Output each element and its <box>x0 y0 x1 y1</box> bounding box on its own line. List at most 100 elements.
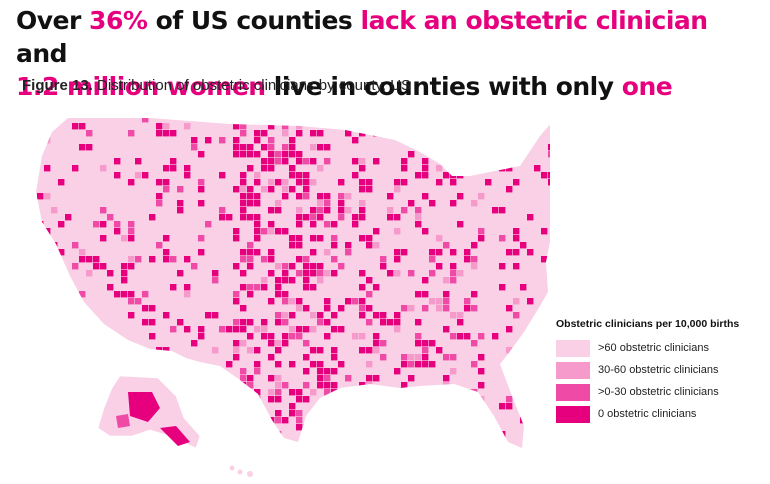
county-cell <box>240 123 247 130</box>
county-cell <box>163 179 170 186</box>
county-cell <box>380 452 386 458</box>
county-cell <box>534 326 541 333</box>
county-cell <box>401 396 408 403</box>
county-cell <box>282 118 289 123</box>
county-cell <box>233 445 240 448</box>
county-cell <box>36 368 37 375</box>
county-cell <box>163 256 170 263</box>
county-cell <box>65 312 72 319</box>
county-cell <box>366 305 373 312</box>
county-cell <box>541 368 548 375</box>
county-cell <box>198 235 205 242</box>
county-cell <box>317 431 324 438</box>
legend-title: Obstetric clinicians per 10,000 births <box>556 318 740 330</box>
county-cell <box>324 118 331 123</box>
county-cell <box>296 305 303 312</box>
county-cell <box>401 382 408 389</box>
county-cell <box>436 389 443 396</box>
county-cell <box>289 144 296 151</box>
county-cell <box>268 452 274 458</box>
county-cell <box>254 130 261 137</box>
county-cell <box>121 347 128 354</box>
county-cell <box>275 396 282 403</box>
county-cell <box>226 424 233 431</box>
county-cell <box>240 389 247 396</box>
county-cell <box>499 431 506 438</box>
legend-swatch <box>556 339 590 357</box>
county-cell <box>261 228 268 235</box>
county-cell <box>506 396 513 403</box>
county-cell <box>184 284 191 291</box>
county-cell <box>373 158 380 165</box>
county-cell <box>37 144 44 151</box>
county-cell <box>366 375 373 382</box>
county-cell <box>324 375 331 382</box>
county-cell <box>128 312 135 319</box>
county-cell <box>415 403 422 410</box>
county-cell <box>128 263 135 270</box>
county-cell <box>478 235 485 242</box>
county-cell <box>422 340 429 347</box>
county-cell <box>233 151 240 158</box>
county-cell <box>443 382 450 389</box>
county-cell <box>100 221 107 228</box>
county-cell <box>44 235 51 242</box>
county-cell <box>93 368 100 375</box>
county-cell <box>478 438 485 445</box>
county-cell <box>499 403 506 410</box>
county-cell <box>296 151 303 158</box>
county-cell <box>254 424 261 431</box>
county-cell <box>282 277 289 284</box>
county-cell <box>499 263 506 270</box>
county-cell <box>72 123 79 130</box>
county-cell <box>534 354 541 361</box>
county-cell <box>359 235 366 242</box>
county-cell <box>408 151 415 158</box>
county-cell <box>443 242 450 249</box>
county-cell <box>331 270 338 277</box>
county-cell <box>338 403 345 410</box>
county-cell <box>289 361 296 368</box>
county-cell <box>163 130 170 137</box>
county-cell <box>373 284 380 291</box>
county-cell <box>317 165 324 172</box>
county-cell <box>240 319 247 326</box>
county-cell <box>408 410 415 417</box>
county-cell <box>436 445 443 448</box>
county-cell <box>317 130 324 137</box>
county-cell <box>93 326 100 333</box>
county-cell <box>464 389 471 396</box>
county-cell <box>499 284 506 291</box>
county-cell <box>443 291 450 298</box>
county-cell <box>219 137 226 144</box>
county-cell <box>331 389 338 396</box>
county-cell <box>303 340 310 347</box>
county-cell <box>282 298 289 305</box>
county-cell <box>247 284 254 291</box>
county-cell <box>275 179 282 186</box>
county-cell <box>513 298 520 305</box>
county-cell <box>457 431 464 438</box>
county-cell <box>373 312 380 319</box>
county-cell <box>450 277 457 284</box>
county-cell <box>345 375 352 382</box>
county-cell <box>387 214 394 221</box>
county-cell <box>37 417 44 424</box>
county-cell <box>289 277 296 284</box>
county-cell <box>422 158 429 165</box>
county-cell <box>233 347 240 354</box>
county-cell <box>436 298 443 305</box>
county-cell <box>352 424 359 431</box>
county-cell <box>331 312 338 319</box>
county-cell <box>436 235 443 242</box>
county-cell <box>282 179 289 186</box>
county-cell <box>121 235 128 242</box>
county-cell <box>36 277 37 284</box>
county-cell <box>450 431 457 438</box>
county-cell <box>254 431 261 438</box>
county-cell <box>177 186 184 193</box>
county-cell <box>408 424 415 431</box>
county-cell <box>443 396 450 403</box>
county-cell <box>324 319 331 326</box>
county-cell <box>240 186 247 193</box>
